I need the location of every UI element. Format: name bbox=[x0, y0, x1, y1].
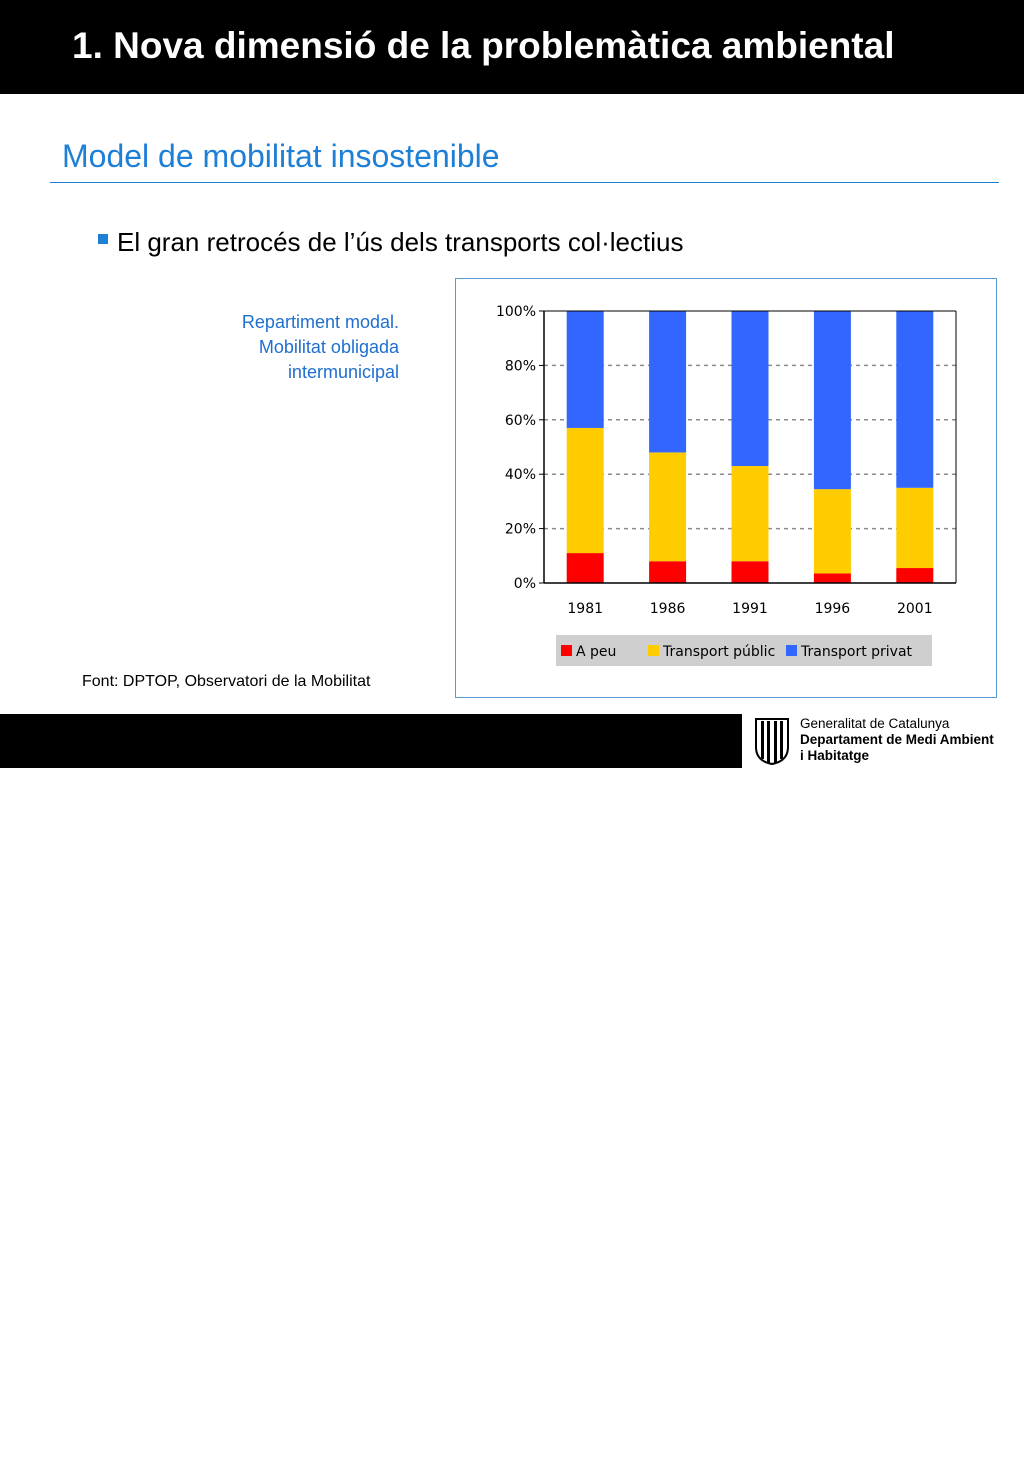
x-tick-label: 1996 bbox=[815, 601, 851, 617]
legend-swatch bbox=[786, 645, 797, 656]
logo-line-3: i Habitatge bbox=[800, 748, 870, 763]
legend-swatch bbox=[561, 645, 572, 656]
bar-segment bbox=[649, 561, 687, 583]
slide-title: 1. Nova dimensió de la problemàtica ambi… bbox=[72, 25, 895, 66]
y-tick-label: 40% bbox=[505, 467, 536, 483]
legend bbox=[556, 635, 932, 666]
x-tick-label: 1981 bbox=[567, 601, 603, 617]
stacked-bar-chart: 0% 20% 40% 60% 80% 100% 1981 1986 1991 1996 2001 A … bbox=[496, 304, 957, 666]
y-tick-label: 0% bbox=[514, 576, 536, 592]
bar-segment bbox=[731, 311, 769, 467]
y-tick-label: 20% bbox=[505, 522, 536, 538]
legend-label: A peu bbox=[576, 644, 616, 660]
x-tick-label: 2001 bbox=[897, 601, 933, 617]
y-tick-label: 100% bbox=[496, 304, 536, 320]
legend-label: Transport privat bbox=[800, 644, 913, 660]
bar-segment bbox=[566, 311, 604, 428]
senyera-shield-icon bbox=[755, 718, 789, 765]
bar-segment bbox=[649, 311, 687, 453]
bar-segment bbox=[649, 452, 687, 562]
logo-line-2: Departament de Medi Ambient bbox=[800, 732, 994, 747]
bar-segment bbox=[731, 561, 769, 583]
chart-frame: 0% 20% 40% 60% 80% 100% 1981 1986 1991 1996 2001 A … bbox=[455, 278, 997, 698]
bar-segment bbox=[566, 553, 604, 583]
bar-segment bbox=[813, 489, 851, 574]
y-tick-label: 80% bbox=[505, 358, 536, 374]
bullet-square-icon bbox=[98, 234, 108, 244]
bar-segment bbox=[813, 311, 851, 490]
legend-swatch bbox=[648, 645, 659, 656]
footer-bar: Desenvolupament sostenible de Catalunya bbox=[0, 714, 742, 1470]
x-tick-label: 1991 bbox=[732, 601, 768, 617]
bar-segment bbox=[896, 311, 934, 488]
bar-segment bbox=[731, 466, 769, 562]
footer-text: Desenvolupament sostenible de Catalunya bbox=[48, 1443, 505, 1470]
source-note: Font: DPTOP, Observatori de la Mobilitat bbox=[82, 673, 371, 690]
title-bar: 1. Nova dimensió de la problemàtica ambi… bbox=[0, 0, 1024, 94]
bar-segment bbox=[813, 573, 851, 583]
logo-line-1: Generalitat de Catalunya bbox=[800, 716, 950, 731]
legend-label: Transport públic bbox=[662, 644, 775, 660]
chart-caption: Repartiment modal. Mobilitat obligada in… bbox=[150, 310, 399, 385]
bullet-text: El gran retrocés de l’ús dels transports… bbox=[117, 227, 684, 257]
section-subtitle: Model de mobilitat insostenible bbox=[62, 138, 500, 174]
subtitle-divider bbox=[50, 182, 999, 183]
bar-segment bbox=[896, 568, 934, 583]
caption-line: Repartiment modal. bbox=[241, 312, 399, 332]
bar-segment bbox=[566, 427, 604, 554]
institution-logo: Generalitat de Catalunya Departament de … bbox=[742, 714, 1024, 768]
caption-line: Mobilitat obligada bbox=[258, 337, 399, 357]
y-tick-label: 60% bbox=[505, 413, 536, 429]
x-tick-label: 1986 bbox=[650, 601, 686, 617]
caption-line: intermunicipal bbox=[287, 362, 399, 382]
bar-segment bbox=[896, 487, 934, 569]
